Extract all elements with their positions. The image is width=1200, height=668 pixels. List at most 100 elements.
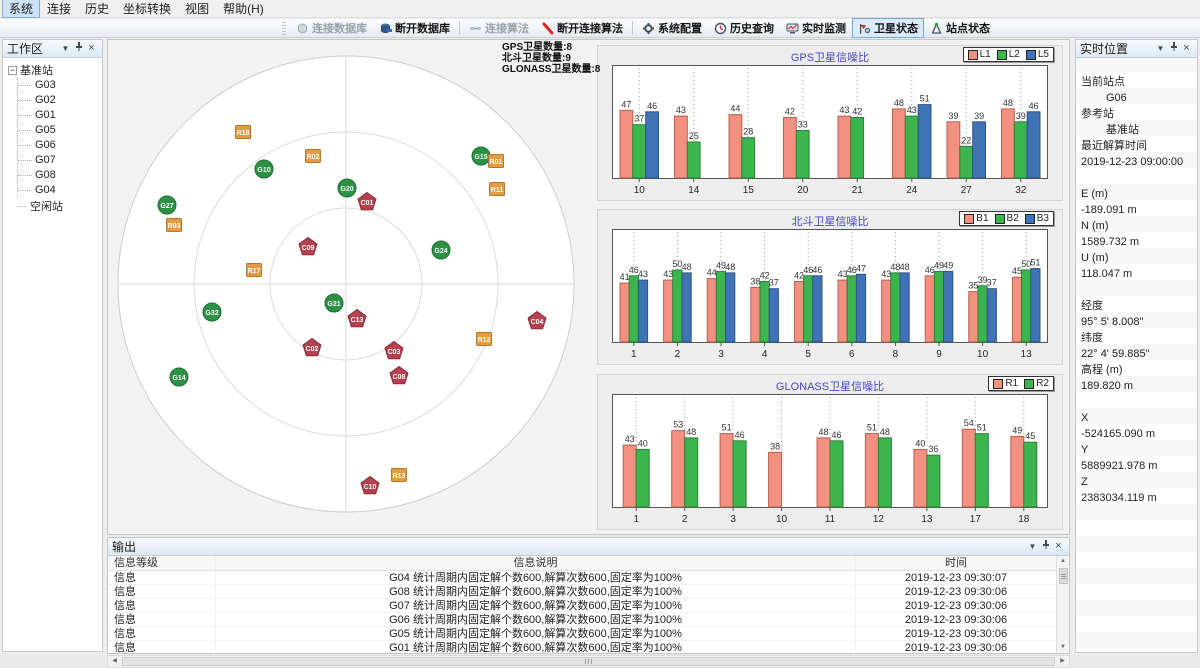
- svg-text:42: 42: [785, 107, 795, 117]
- output-table-row-3[interactable]: 信息 G07 统计周期内固定解个数600,解算次数600,固定率为100% 2019…: [108, 599, 1056, 613]
- realtime-rows: 当前站点 G06 参考站 基准站 最近解算时间 2019-12-23 09:00:00 E …: [1076, 58, 1197, 506]
- scroll-down-icon[interactable]: ▼: [1060, 644, 1066, 650]
- svg-text:R18: R18: [237, 130, 250, 137]
- svg-text:C03: C03: [388, 349, 401, 356]
- toolbar-button-3[interactable]: 连接算法: [463, 18, 535, 38]
- realtime-position-panel: 实时位置 ▼ × 当前站点 G06 参考站 基准站 最近解算时间 2019-12-23 0…: [1075, 39, 1198, 653]
- close-icon[interactable]: ×: [1055, 540, 1062, 552]
- pin-icon[interactable]: [1167, 41, 1180, 56]
- tree-node-base-stations[interactable]: − 基准站: [8, 62, 102, 78]
- toolbar-button-4[interactable]: 断开连接算法: [535, 18, 629, 38]
- chevron-down-icon[interactable]: ▼: [1156, 44, 1165, 53]
- output-table-row-4[interactable]: 信息 G06 统计周期内固定解个数600,解算次数600,固定率为100% 2019…: [108, 613, 1056, 627]
- toolbar-button-1[interactable]: 连接数据库: [290, 18, 373, 38]
- output-horizontal-scrollbar[interactable]: ◀ ▶: [107, 655, 1070, 668]
- tree-node-label: G08: [35, 169, 56, 181]
- output-table-row-1[interactable]: 信息 G04 统计周期内固定解个数600,解算次数600,固定率为100% 2019…: [108, 571, 1056, 585]
- menu-item-1[interactable]: 系统: [2, 0, 41, 18]
- output-cell-message: G07 统计周期内固定解个数600,解算次数600,固定率为100%: [216, 599, 856, 612]
- toolbar-grip[interactable]: [282, 21, 286, 35]
- realtime-field-label: 当前站点: [1081, 76, 1125, 88]
- output-table-row-2[interactable]: 信息 G08 统计周期内固定解个数600,解算次数600,固定率为100% 2019…: [108, 585, 1056, 599]
- legend-swatch: [1024, 213, 1035, 224]
- svg-text:46: 46: [925, 265, 935, 275]
- tree-node-label: 空闲站: [30, 201, 63, 213]
- scrollbar-thumb[interactable]: [1058, 568, 1068, 584]
- output-table-row-5[interactable]: 信息 G05 统计周期内固定解个数600,解算次数600,固定率为100% 2019…: [108, 627, 1056, 641]
- output-table-header: 信息等级 信息说明 时间: [108, 556, 1056, 571]
- output-cell-message: G08 统计周期内固定解个数600,解算次数600,固定率为100%: [216, 585, 856, 598]
- workspace-panel-title: 工作区: [7, 42, 44, 56]
- toolbar-button-9[interactable]: 站点状态: [924, 18, 996, 38]
- scroll-left-icon[interactable]: ◀: [112, 658, 117, 664]
- tree-expander-icon[interactable]: −: [8, 64, 17, 75]
- svg-text:43: 43: [881, 269, 891, 279]
- svg-text:G27: G27: [160, 203, 173, 210]
- toolbar-button-6[interactable]: 历史查询: [708, 18, 780, 38]
- menu-item-5[interactable]: 视图: [185, 2, 210, 16]
- realtime-field-label: E (m): [1081, 188, 1108, 200]
- tree-node-station-g02[interactable]: G02: [18, 93, 102, 108]
- close-icon[interactable]: ×: [1183, 42, 1190, 54]
- chart-plot: 41 46 43 1 43 50 48 2 44 49 48 3 38 42 37 4 42 46 46 5 43 46 4…: [612, 229, 1048, 365]
- tree-node-label: G04: [35, 184, 56, 196]
- scroll-right-icon[interactable]: ▶: [1060, 658, 1065, 664]
- toolbar-button-label: 断开数据库: [395, 23, 450, 35]
- pin-icon[interactable]: [72, 41, 85, 56]
- tree-node-station-g01[interactable]: G01: [18, 108, 102, 123]
- svg-text:G14: G14: [172, 375, 185, 382]
- legend-label: L5: [1037, 49, 1049, 60]
- menu-item-6[interactable]: 帮助(H): [223, 2, 264, 16]
- tree-children: G03 G02 G01 G05 G06 G07 G08 G04: [17, 78, 102, 198]
- realtime-field-value: 1589.732 m: [1081, 236, 1140, 248]
- tree-node-station-g08[interactable]: G08: [18, 168, 102, 183]
- svg-text:18: 18: [1018, 514, 1030, 525]
- menu-item-3[interactable]: 历史: [85, 2, 110, 16]
- legend-swatch: [996, 49, 1007, 60]
- output-table-row-6[interactable]: 信息 G01 统计周期内固定解个数600,解算次数600,固定率为100% 2019…: [108, 641, 1056, 653]
- workspace-panel-header: 工作区 ▼ ×: [3, 40, 102, 58]
- svg-text:21: 21: [852, 185, 864, 196]
- toolbar-button-8[interactable]: 卫星状态: [852, 18, 924, 38]
- tree-node-station-g03[interactable]: G03: [18, 78, 102, 93]
- toolbar-button-7[interactable]: 实时监测: [780, 18, 852, 38]
- svg-text:48: 48: [682, 262, 692, 272]
- satellite-marker-g15: G15: [471, 146, 491, 166]
- tree-node-station-g04[interactable]: G04: [18, 183, 102, 198]
- satellite-marker-c08: C08: [389, 365, 409, 385]
- realtime-field-value: 189.820 m: [1081, 380, 1133, 392]
- svg-text:51: 51: [920, 94, 930, 104]
- tree-node-idle-stations[interactable]: 空闲站: [17, 198, 102, 214]
- close-icon[interactable]: ×: [88, 42, 95, 54]
- tree-node-station-g07[interactable]: G07: [18, 153, 102, 168]
- menu-item-4[interactable]: 坐标转换: [123, 2, 172, 16]
- chart-legend: B1 B2 B3: [959, 211, 1054, 226]
- menu-item-2[interactable]: 连接: [47, 2, 72, 16]
- realtime-field-value: 基准站: [1106, 124, 1139, 136]
- output-cell-message: G01 统计周期内固定解个数600,解算次数600,固定率为100%: [216, 641, 856, 653]
- output-vertical-scrollbar[interactable]: ▲ ▼: [1056, 556, 1069, 653]
- svg-text:37: 37: [769, 278, 779, 288]
- svg-text:43: 43: [839, 105, 849, 115]
- svg-text:2: 2: [682, 514, 688, 525]
- svg-text:51: 51: [722, 423, 732, 433]
- chevron-down-icon[interactable]: ▼: [1028, 542, 1037, 551]
- svg-text:43: 43: [907, 105, 917, 115]
- svg-text:39: 39: [978, 275, 988, 285]
- svg-text:R13: R13: [393, 473, 406, 480]
- glonass-snr-chart: GLONASS卫星信噪比 R1 R2 43 40 1 53 48 2 51 46 3 38 10 48 4…: [597, 374, 1063, 530]
- scrollbar-thumb[interactable]: [122, 657, 1055, 666]
- chevron-down-icon[interactable]: ▼: [61, 44, 70, 53]
- toolbar-button-2[interactable]: 断开数据库: [373, 18, 456, 38]
- column-header-level: 信息等级: [108, 556, 216, 570]
- svg-text:46: 46: [1029, 101, 1039, 111]
- toolbar-button-5[interactable]: 系统配置: [636, 18, 708, 38]
- column-header-message: 信息说明: [216, 556, 856, 570]
- tree-node-station-g05[interactable]: G05: [18, 123, 102, 138]
- pin-icon[interactable]: [1039, 539, 1052, 554]
- output-cell-level: 信息: [108, 613, 216, 626]
- tree-node-station-g06[interactable]: G06: [18, 138, 102, 153]
- svg-text:46: 46: [629, 265, 639, 275]
- scroll-up-icon[interactable]: ▲: [1060, 558, 1066, 564]
- svg-text:12: 12: [873, 514, 885, 525]
